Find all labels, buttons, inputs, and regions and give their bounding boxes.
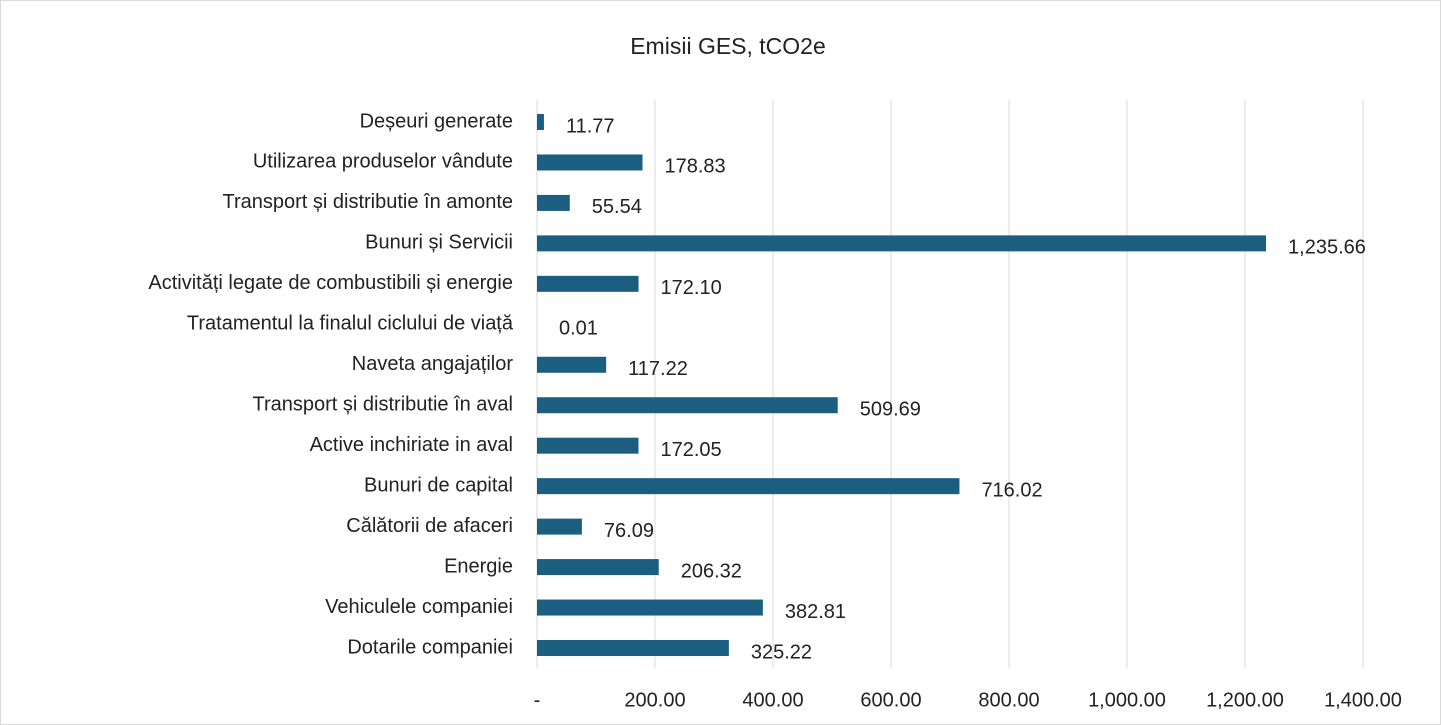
data-label: 382.81 (785, 601, 846, 623)
y-tick-label: Călătorii de afaceri (346, 515, 513, 537)
y-tick-label: Transport și distributie în amonte (223, 191, 514, 213)
x-tick-label: 1,400.00 (1324, 689, 1402, 711)
bar (537, 437, 639, 454)
data-label: 172.05 (661, 439, 722, 461)
y-tick-label: Utilizarea produselor vândute (253, 151, 513, 173)
y-tick-label: Deșeuri generate (360, 110, 513, 132)
data-label: 11.77 (566, 115, 615, 137)
y-tick-label: Activități legate de combustibili și ene… (148, 272, 513, 294)
y-tick-label: Bunuri și Servicii (365, 232, 513, 254)
data-label: 76.09 (604, 520, 654, 542)
bar (537, 194, 570, 211)
bar (537, 559, 659, 576)
y-tick-label: Vehiculele companiei (325, 596, 513, 618)
bar (537, 478, 960, 495)
bar (537, 640, 729, 656)
bar (537, 154, 643, 171)
y-tick-label: Energie (444, 555, 513, 577)
data-label: 0.01 (559, 318, 598, 340)
x-tick-label: - (534, 689, 541, 711)
data-label: 117.22 (628, 358, 688, 380)
x-tick-label: 600.00 (860, 689, 921, 711)
bar (537, 114, 544, 130)
x-tick-label: 1,000.00 (1088, 689, 1166, 711)
bar (537, 235, 1267, 252)
x-tick-label: 800.00 (978, 689, 1039, 711)
chart-title: Emisii GES, tCO2e (630, 33, 826, 59)
bar (537, 599, 763, 616)
x-tick-label: 200.00 (624, 689, 685, 711)
bar (537, 518, 582, 535)
y-tick-label: Transport și distributie în aval (253, 394, 513, 416)
data-label: 1,235.66 (1288, 237, 1366, 259)
data-label: 509.69 (860, 399, 921, 421)
data-label: 325.22 (751, 641, 812, 663)
y-tick-label: Tratamentul la finalul ciclului de viață (187, 313, 514, 335)
bar (537, 397, 838, 414)
data-label: 206.32 (681, 560, 742, 582)
bar (537, 356, 607, 373)
data-label: 716.02 (981, 479, 1042, 501)
bar (537, 275, 639, 292)
data-label: 172.10 (661, 277, 722, 299)
data-label: 55.54 (592, 196, 642, 218)
y-tick-label: Naveta angajaților (352, 353, 514, 375)
data-label: 178.83 (665, 156, 726, 178)
y-tick-label: Bunuri de capital (364, 474, 513, 496)
y-tick-label: Dotarile companiei (347, 636, 513, 658)
x-tick-label: 1,200.00 (1206, 689, 1284, 711)
y-tick-label: Active inchiriate in aval (310, 434, 513, 456)
x-tick-label: 400.00 (742, 689, 803, 711)
